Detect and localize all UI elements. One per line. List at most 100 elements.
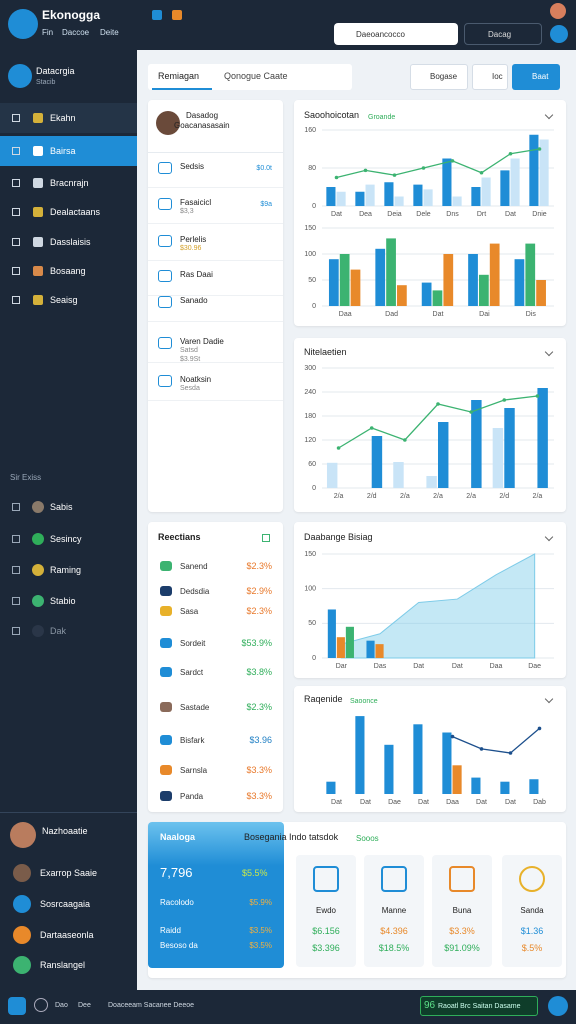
- transaction-amount: $2.3%: [246, 561, 272, 571]
- x-tick-label: Dea: [359, 211, 372, 218]
- nav-row: [0, 103, 137, 133]
- divider: [0, 812, 137, 813]
- icon-button[interactable]: [548, 996, 568, 1016]
- nav-item[interactable]: Raming: [50, 565, 82, 575]
- y-tick-label: 0: [312, 485, 316, 492]
- footer-item: Dao: [55, 1002, 68, 1009]
- nav-item[interactable]: Dealactaans: [50, 207, 101, 217]
- transaction-name: Dedsdia: [180, 587, 210, 596]
- nav-item[interactable]: Bosaang: [50, 266, 86, 276]
- y-tick-label: 150: [304, 551, 316, 558]
- divider: [148, 260, 283, 261]
- list-title: Ras Daai: [180, 270, 213, 279]
- transaction-amount: $2.9%: [246, 586, 272, 596]
- chart: 0 50 100 150 Dar Das Dat Dat Daa Dae: [304, 551, 554, 670]
- summary-value: $3.5%: [249, 926, 272, 935]
- bar: [386, 238, 396, 306]
- x-tick-label: Dat: [433, 311, 444, 318]
- divider: [148, 295, 283, 296]
- nav-item[interactable]: Bracnrajn: [50, 178, 89, 188]
- panel-badge: Sooos: [356, 834, 379, 843]
- bar: [438, 422, 449, 488]
- mini-icon: [519, 866, 545, 892]
- transaction-amount: $2.3%: [246, 702, 272, 712]
- nav-icon: [12, 179, 20, 187]
- avatar: [13, 956, 31, 974]
- summary-label: Racolodo: [160, 898, 194, 907]
- bar: [326, 781, 336, 794]
- bar: [432, 290, 443, 306]
- bar: [514, 259, 525, 306]
- x-tick-label: Dar: [336, 663, 348, 670]
- list-title: Noatksin: [180, 375, 212, 384]
- divider: [148, 152, 283, 153]
- line-point: [450, 734, 455, 739]
- nav-item[interactable]: Sesincy: [50, 534, 82, 544]
- mini-title: Ewdo: [315, 906, 336, 915]
- icon-button[interactable]: [550, 25, 568, 43]
- people-title: Nazhoaatie: [42, 826, 88, 836]
- nav-item[interactable]: Sabis: [50, 502, 73, 512]
- bar: [384, 744, 394, 794]
- button[interactable]: [512, 64, 560, 90]
- button[interactable]: [410, 64, 468, 90]
- nav-icon: [33, 295, 43, 305]
- big-number: 7,796: [160, 865, 193, 880]
- nav-icon: [12, 114, 20, 122]
- chart-badge: Saoonce: [350, 698, 378, 705]
- y-tick-label: 0: [312, 203, 316, 210]
- nav-icon: [32, 501, 44, 513]
- nav-icon: [12, 147, 20, 155]
- y-tick-label: 60: [308, 461, 316, 468]
- chart: 0 60 120 180 240 300 2/a 2/d 2/a 2/a 2/a 2/d 2/a: [304, 365, 554, 500]
- summary-label: Besoso da: [160, 941, 198, 950]
- app-tab: Deite: [100, 28, 119, 37]
- nav-icon: [33, 266, 43, 276]
- transaction-amount: $3.96: [249, 735, 272, 745]
- x-tick-label: 2/a: [400, 493, 410, 500]
- bar: [339, 254, 350, 306]
- y-tick-label: 80: [308, 165, 316, 172]
- line: [336, 148, 540, 179]
- list-icon: [160, 586, 172, 596]
- tab[interactable]: Remiagan: [158, 71, 200, 81]
- nav-item[interactable]: Seaisg: [50, 295, 78, 305]
- mini-icon: [313, 866, 339, 892]
- chart-title: Nitelaetien: [304, 347, 347, 357]
- panel-subtitle: Bosegania Indo tatsdok: [244, 832, 339, 842]
- list-sub: $30.96: [180, 245, 202, 252]
- bar: [384, 182, 394, 206]
- bar: [426, 476, 437, 488]
- person-name: Dartaaseonla: [40, 930, 94, 940]
- button-label: Bogase: [430, 72, 458, 81]
- line-point: [363, 168, 368, 173]
- list-icon: [160, 765, 172, 775]
- button[interactable]: [472, 64, 508, 90]
- nav-item[interactable]: Bairsa: [50, 146, 76, 156]
- nav-icon: [32, 595, 44, 607]
- chart-title: Daabange Bisiag: [304, 532, 373, 542]
- mini-v1: $3.3%: [449, 926, 475, 936]
- chart-title: Raqenide: [304, 694, 343, 704]
- x-tick-label: Dele: [416, 211, 431, 218]
- mini-v1: $1.36: [520, 926, 544, 936]
- nav-item[interactable]: Stabio: [50, 596, 76, 606]
- tab[interactable]: Qonogue Caate: [224, 71, 288, 81]
- x-tick-label: Dat: [418, 799, 429, 806]
- line-point: [436, 402, 440, 406]
- bar: [525, 243, 536, 306]
- x-tick-label: Dai: [479, 311, 490, 318]
- x-tick-label: Dns: [446, 211, 459, 218]
- list-title: Varen Dadie: [180, 337, 224, 346]
- x-tick-label: Dat: [360, 799, 371, 806]
- card: [294, 686, 566, 812]
- transaction-name: Sanend: [180, 562, 208, 571]
- bar: [478, 274, 489, 306]
- nav-item[interactable]: Dak: [50, 626, 67, 636]
- nav-item[interactable]: Ekahn: [50, 113, 76, 123]
- nav-item[interactable]: Dasslaisis: [50, 237, 91, 247]
- line-point: [479, 747, 484, 751]
- nav-icon: [12, 208, 20, 216]
- line-point: [392, 173, 397, 177]
- bar: [413, 724, 423, 794]
